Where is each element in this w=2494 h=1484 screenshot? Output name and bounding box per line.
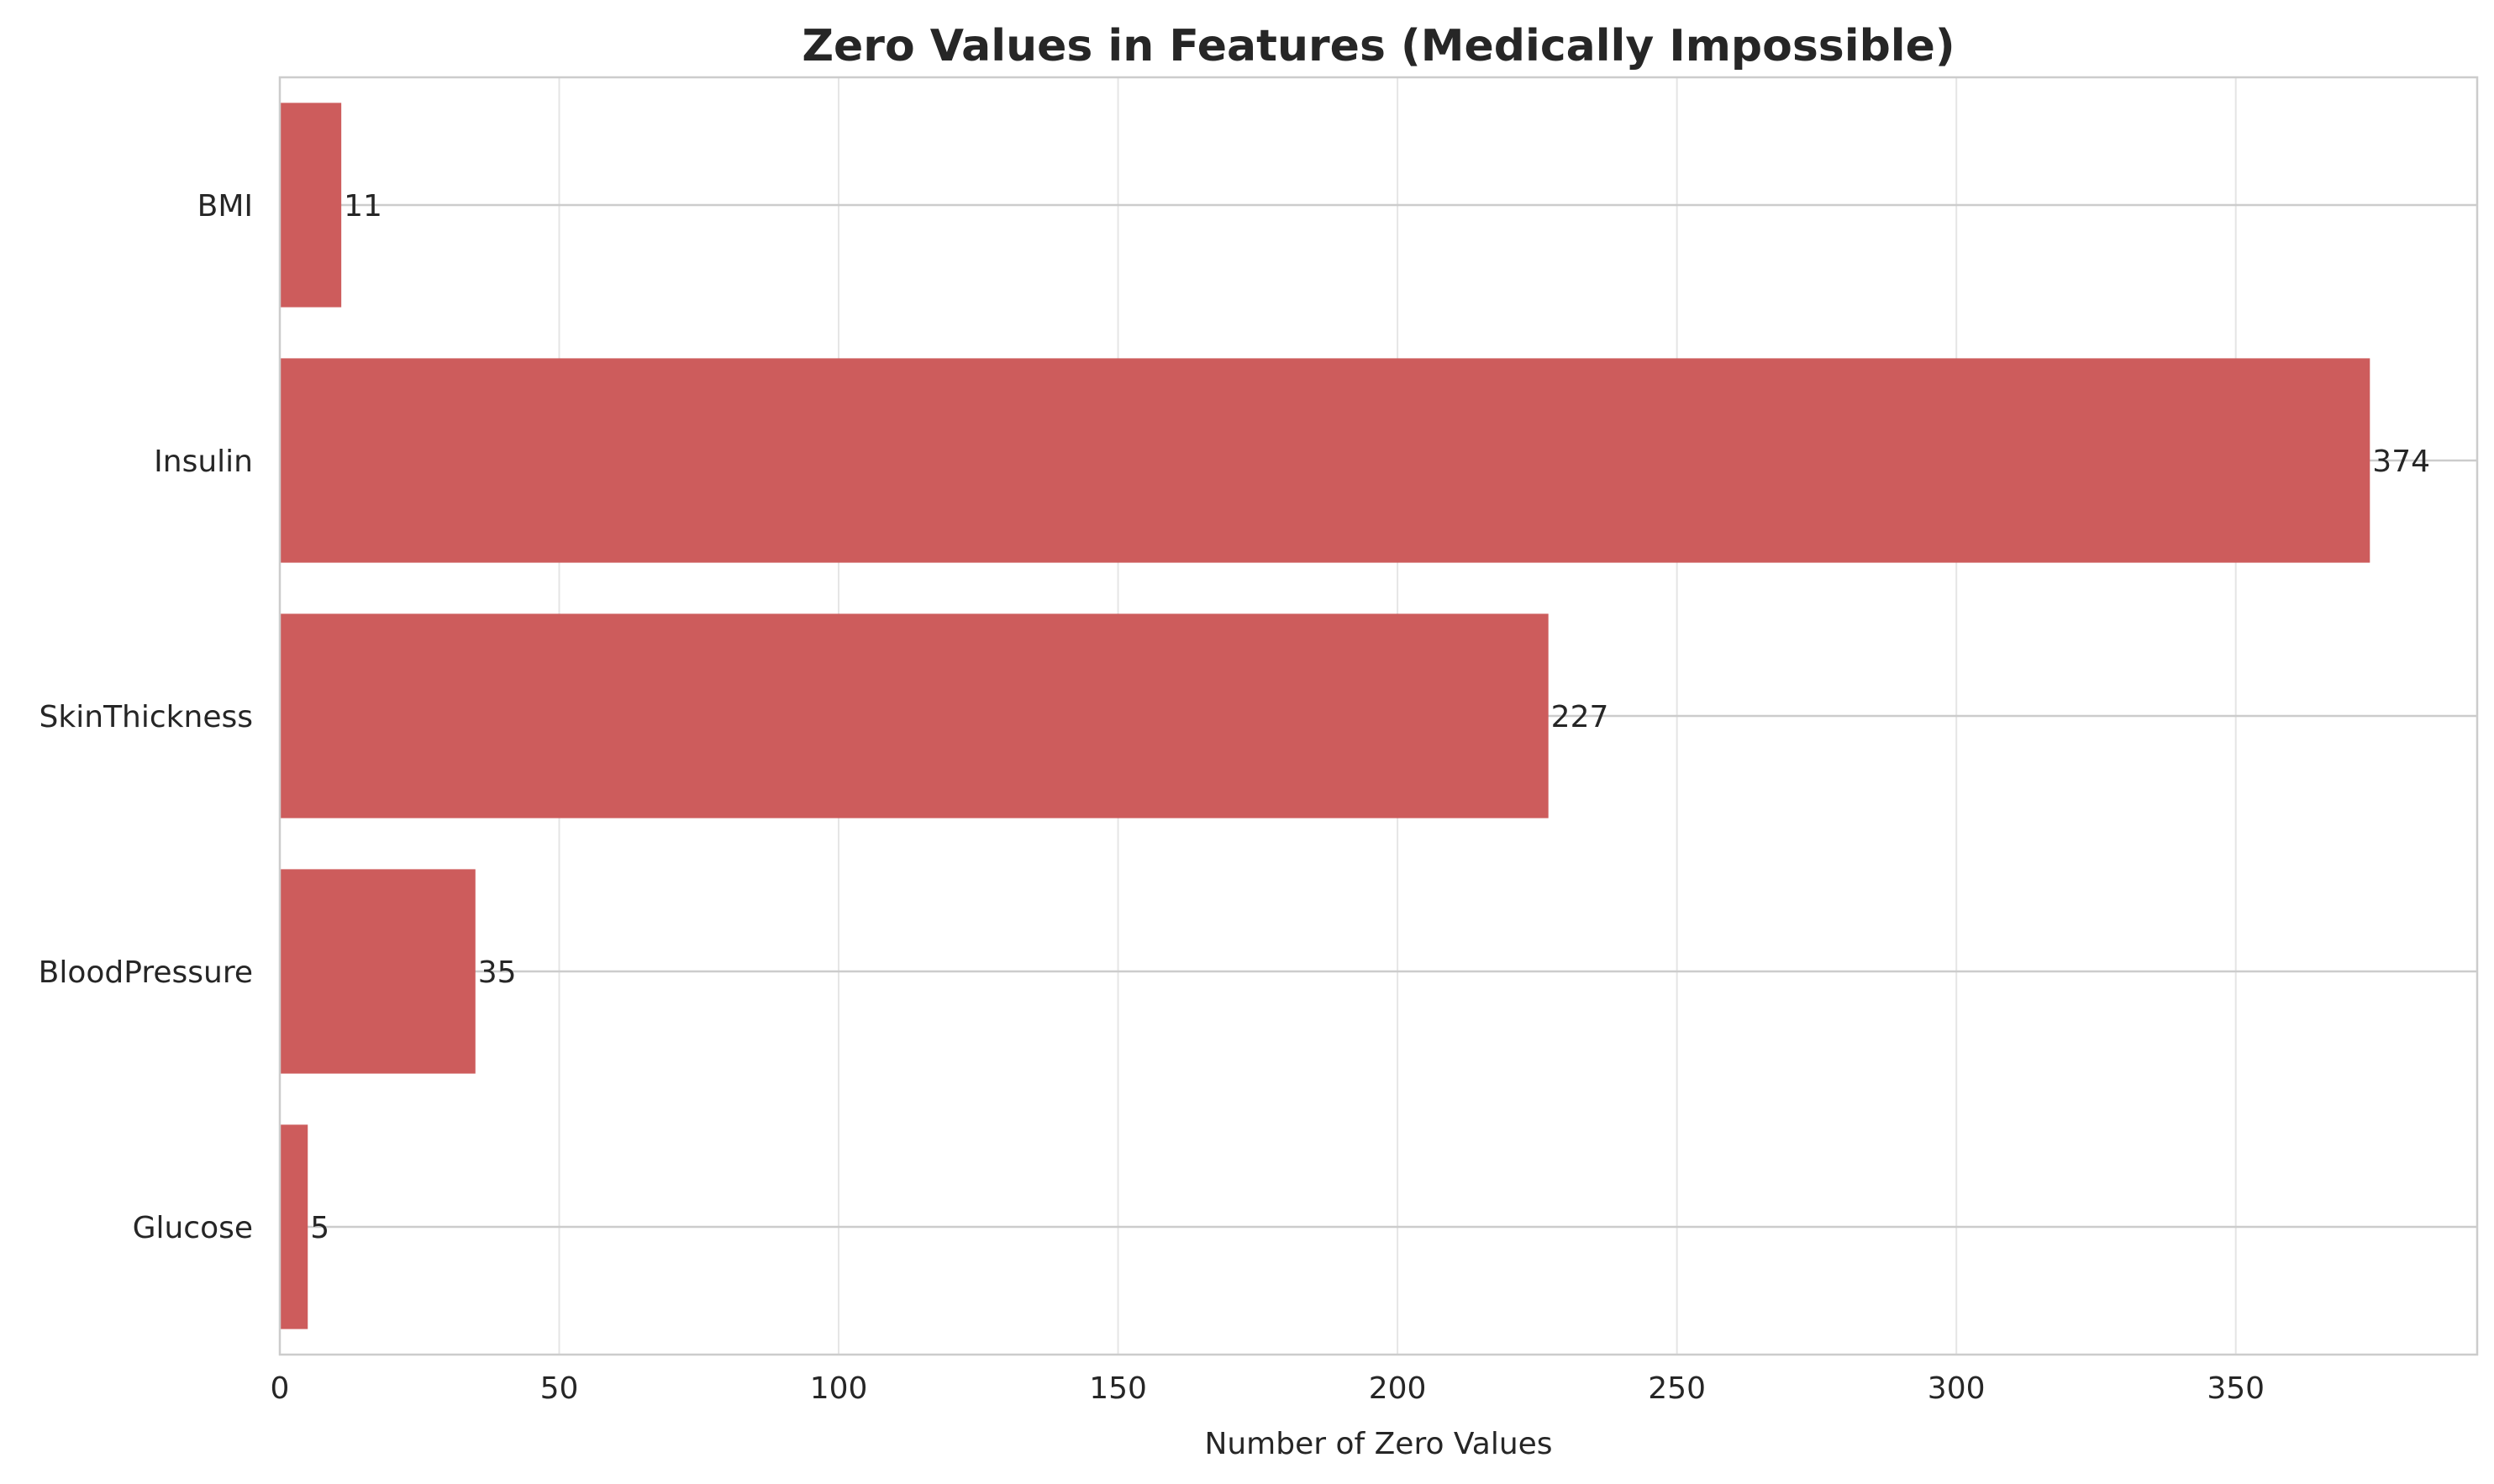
bar-value-label: 35 [478,955,517,990]
y-tick-label: SkinThickness [39,700,253,734]
x-tick-label: 150 [1089,1371,1147,1406]
bar-bmi [280,103,342,308]
bar-insulin [280,358,2370,563]
bar-skinthickness [280,613,1549,818]
x-tick-label: 200 [1369,1371,1427,1406]
x-axis-label: Number of Zero Values [1204,1427,1552,1461]
x-tick-label: 50 [540,1371,579,1406]
y-tick-label: Insulin [154,445,253,479]
axes-spines [278,76,2479,1356]
bar-value-label: 5 [310,1211,329,1245]
bar-glucose [280,1124,308,1329]
tick-labels: 0 50 100 150 200 250 300 350 BMI Insulin SkinThick… [39,189,2265,1406]
y-tick-label: Glucose [133,1211,253,1245]
y-tick-label: BloodPressure [39,955,253,990]
bar-value-label: 227 [1551,700,1609,734]
x-tick-label: 100 [810,1371,868,1406]
x-tick-label: 250 [1648,1371,1706,1406]
y-tick-label: BMI [197,189,253,224]
chart-title: Zero Values in Features (Medically Impos… [802,21,1955,71]
bar-value-label: 374 [2372,445,2430,479]
x-tick-label: 350 [2207,1371,2265,1406]
data-labels: 11 374 227 35 5 [310,189,2430,1245]
bar-value-label: 11 [344,189,382,224]
x-tick-label: 0 [271,1371,290,1406]
bars [280,103,2370,1329]
bar-bloodpressure [280,869,476,1074]
x-tick-label: 300 [1928,1371,1986,1406]
plot-frame [278,76,2479,1356]
